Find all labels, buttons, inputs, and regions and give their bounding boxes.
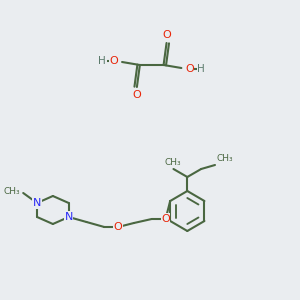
Text: CH₃: CH₃ — [217, 154, 234, 163]
Text: N: N — [33, 198, 41, 208]
Text: CH₃: CH₃ — [4, 187, 20, 196]
Text: O: O — [133, 90, 141, 100]
Text: O: O — [161, 214, 170, 224]
Text: O: O — [114, 222, 122, 232]
Text: H: H — [98, 56, 106, 66]
Text: O: O — [110, 56, 118, 66]
Text: N: N — [64, 212, 73, 222]
Text: O: O — [185, 64, 194, 74]
Text: CH₃: CH₃ — [164, 158, 181, 167]
Text: H: H — [197, 64, 205, 74]
Text: O: O — [162, 30, 171, 40]
